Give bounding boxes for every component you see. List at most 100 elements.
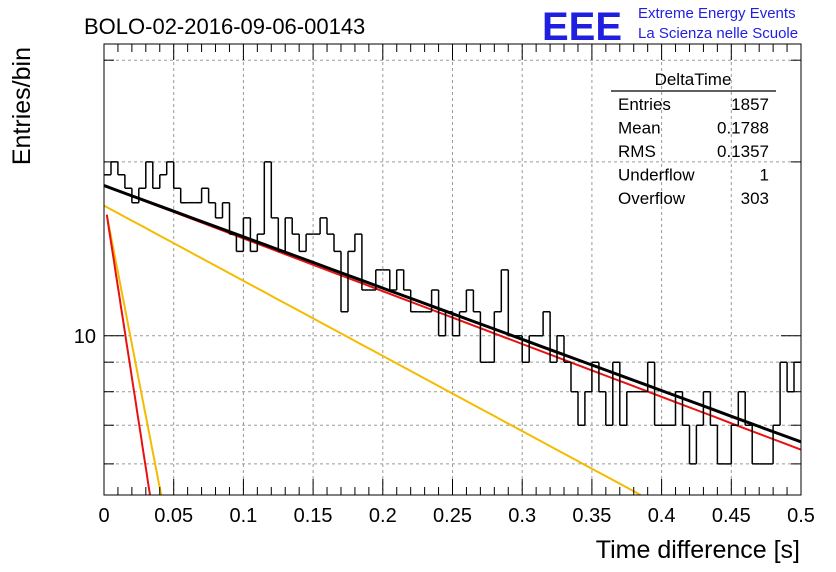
histogram-bin: [395, 269, 404, 290]
histogram-bin: [207, 188, 216, 204]
stats-label: RMS: [618, 142, 656, 161]
stats-label: Entries: [618, 95, 671, 114]
histogram-bin: [340, 251, 348, 313]
stats-value: 0.1357: [717, 142, 769, 161]
x-tick-label: 0.35: [572, 505, 611, 527]
stats-rows: Entries 1857 Mean 0.1788 RMS 0.1357 Underflow 1…: [618, 95, 769, 208]
histogram-bin: [702, 390, 711, 426]
histogram-bin: [145, 161, 153, 189]
histogram-bin: [179, 188, 188, 204]
histogram-bin: [793, 361, 801, 392]
histogram-bin: [695, 424, 704, 464]
stats-value: 303: [741, 189, 769, 208]
histogram-bin: [172, 161, 181, 190]
fit-curve-fast-aux: [105, 214, 163, 495]
histogram-bin: [507, 269, 516, 337]
histogram-bin: [305, 233, 314, 252]
plot-content: [104, 161, 801, 495]
histogram-bin: [584, 390, 592, 426]
histogram-bin: [242, 217, 251, 252]
fit-curve-total: [104, 184, 801, 444]
histogram-bin: [124, 174, 132, 190]
histogram-bin: [430, 289, 439, 312]
x-tick-label: 0.1: [229, 505, 257, 527]
y-tick-label: 10: [74, 326, 96, 348]
stats-value: 1857: [731, 95, 769, 114]
histogram-bin: [152, 161, 160, 190]
histogram-bin: [333, 234, 341, 253]
stats-box: DeltaTime Entries 1857 Mean 0.1788 RMS 0.1357…: [611, 70, 776, 208]
histogram-bin: [235, 234, 244, 253]
histogram-bin: [319, 217, 327, 235]
histogram-bin: [626, 390, 634, 426]
stats-value: 1: [760, 166, 769, 185]
x-tick-label: 0: [98, 505, 109, 527]
histogram-bin: [228, 202, 237, 235]
histogram-bin: [716, 425, 725, 465]
histogram-bin: [326, 217, 334, 235]
histogram-bin: [354, 233, 362, 252]
histogram-bin: [605, 391, 613, 426]
histogram-bin: [298, 234, 307, 253]
histogram-bin: [165, 161, 174, 175]
histogram-bin: [681, 391, 690, 426]
histogram-bin: [200, 187, 209, 203]
axis-ticks: [103, 44, 802, 495]
histogram-bin: [688, 425, 697, 465]
y-axis-title: Entries/bin: [8, 47, 36, 165]
histogram-bin: [409, 290, 418, 313]
histogram-bin: [263, 161, 272, 235]
histogram-bin: [556, 335, 564, 363]
histogram-bin: [493, 311, 502, 363]
stats-label: Overflow: [618, 189, 686, 208]
histogram-bin: [159, 174, 167, 189]
histogram-bin: [437, 290, 446, 337]
histogram-bin: [577, 391, 585, 426]
histogram-bin: [284, 217, 293, 252]
tick-labels: 0 0.05 0.1 0.15 0.2 0.25 0.3 0.35 0.4 0.45 0.5 10: [74, 326, 815, 527]
histogram-bin: [277, 217, 286, 253]
plot-area: [104, 161, 801, 495]
histogram-bin: [619, 362, 627, 426]
histogram-bin: [479, 311, 488, 363]
histogram-bin: [653, 362, 662, 426]
x-tick-label: 0.15: [294, 505, 333, 527]
histogram-bin: [549, 311, 557, 363]
x-tick-label: 0.4: [648, 505, 676, 527]
histogram-bin: [591, 361, 599, 392]
x-tick-label: 0.5: [787, 505, 815, 527]
stats-label: Mean: [618, 119, 661, 138]
histogram-bin: [347, 250, 355, 312]
histogram-bin: [221, 201, 230, 218]
histogram-bin: [110, 161, 118, 175]
histogram-bin: [117, 161, 125, 176]
histogram-bin: [786, 362, 794, 393]
x-tick-label: 0.05: [154, 505, 193, 527]
x-tick-label: 0.45: [712, 505, 751, 527]
histogram-bin: [542, 311, 551, 336]
histogram-bin: [451, 311, 460, 337]
histogram-bin: [214, 202, 223, 219]
x-tick-label: 0.2: [369, 505, 397, 527]
histogram-bin: [570, 362, 578, 393]
stats-title: DeltaTime: [655, 70, 732, 89]
logo-mark: EEE: [542, 5, 622, 49]
histogram-bin: [563, 335, 571, 363]
fit-curve-slow-aux: [104, 204, 642, 495]
stats-label: Underflow: [618, 166, 695, 185]
histogram-bin: [465, 289, 474, 312]
histogram-bin: [500, 269, 509, 312]
histogram-bin: [291, 217, 300, 235]
logo-line-2: La Scienza nelle Scuole: [638, 25, 798, 42]
histogram-bin: [472, 290, 481, 313]
logo-line-1: Extreme Energy Events: [638, 5, 796, 22]
histogram-bin: [751, 425, 760, 465]
stats-value: 0.1788: [717, 119, 769, 138]
histogram-bin: [270, 161, 279, 219]
x-axis-title: Time difference [s]: [596, 536, 800, 564]
histogram-bin: [249, 217, 258, 253]
histogram-bin: [779, 361, 788, 426]
histogram-bin: [389, 269, 397, 291]
histogram-bin: [528, 335, 537, 363]
